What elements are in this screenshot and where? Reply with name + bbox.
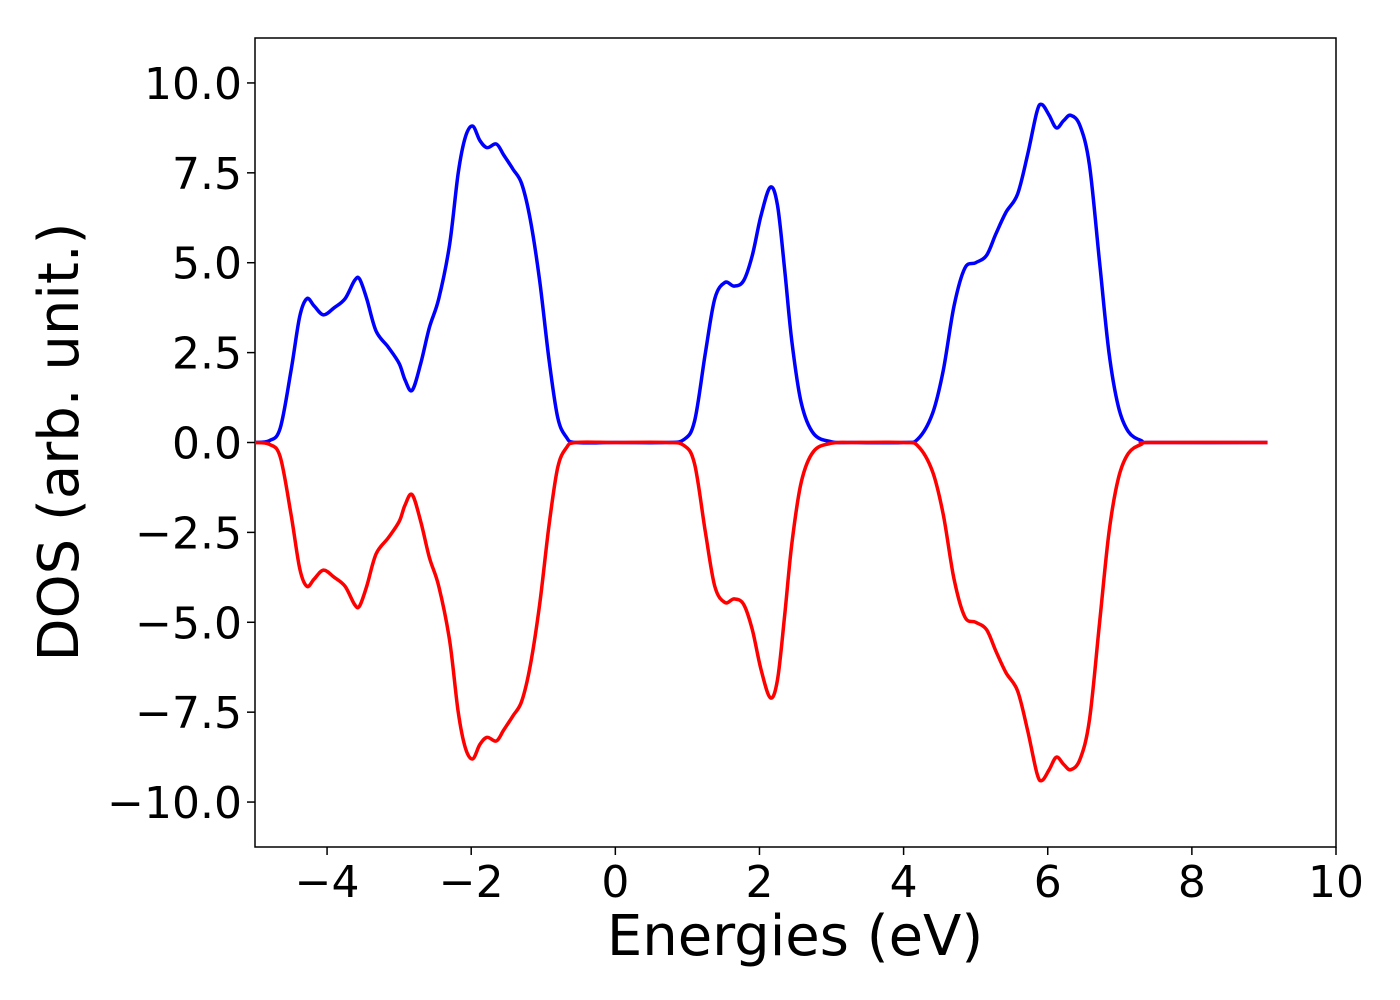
y-tick-label: 10.0 xyxy=(144,59,242,110)
x-axis-ticks: −4 −2 0 2 4 6 8 10 xyxy=(295,847,1364,908)
x-tick-label: −4 xyxy=(295,857,360,908)
x-tick-label: 0 xyxy=(601,857,629,908)
x-tick-label: 4 xyxy=(890,857,918,908)
y-tick-label: −7.5 xyxy=(135,688,242,739)
series-layer xyxy=(254,102,1268,783)
y-tick-label: −2.5 xyxy=(135,508,242,559)
series-line-spin-up xyxy=(254,102,1268,445)
x-tick-label: −2 xyxy=(439,857,504,908)
y-tick-label: 0.0 xyxy=(172,419,242,470)
x-tick-label: 10 xyxy=(1308,857,1364,908)
x-tick-label: 8 xyxy=(1178,857,1206,908)
x-tick-label: 6 xyxy=(1034,857,1062,908)
y-tick-label: 5.0 xyxy=(172,239,242,290)
y-tick-label: 7.5 xyxy=(172,149,242,200)
series-line-spin-down xyxy=(254,440,1268,783)
x-axis-label: Energies (eV) xyxy=(607,904,983,969)
y-axis-ticks: 10.0 7.5 5.0 2.5 0.0 −2.5 −5.0 −7.5 −10.0 xyxy=(107,59,255,829)
y-tick-label: −5.0 xyxy=(135,598,242,649)
y-tick-label: 2.5 xyxy=(172,329,242,380)
y-tick-label: −10.0 xyxy=(107,778,242,829)
y-axis-label: DOS (arb. unit.) xyxy=(27,222,92,661)
x-tick-label: 2 xyxy=(745,857,773,908)
